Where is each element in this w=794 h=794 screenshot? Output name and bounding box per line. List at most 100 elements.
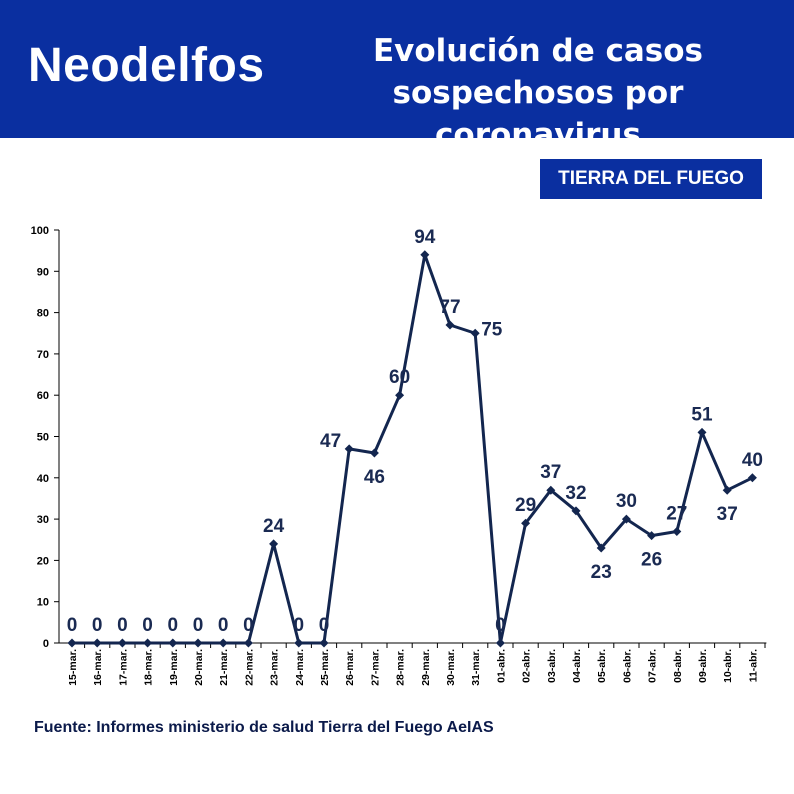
data-label: 37 xyxy=(540,462,561,483)
data-label: 40 xyxy=(742,450,763,471)
y-tick-label: 50 xyxy=(37,432,49,444)
x-axis: 15-mar. 16-mar. 17-mar. 18-mar. 19-mar. 20-ma… xyxy=(59,642,767,686)
source-note: Fuente: Informes ministerio de salud Tie… xyxy=(34,719,494,736)
data-label: 26 xyxy=(641,550,662,571)
x-tick-label: 21-mar. xyxy=(218,649,230,686)
data-point xyxy=(722,485,732,495)
brand-logo-text: Neodelfos xyxy=(28,39,265,92)
y-tick-label: 60 xyxy=(37,390,49,402)
data-point xyxy=(117,638,127,648)
data-label: 27 xyxy=(666,503,687,524)
x-tick-label: 23-mar. xyxy=(269,649,281,686)
data-label: 0 xyxy=(193,615,204,636)
data-point xyxy=(445,320,455,330)
chart-title: Evolución de casos sospechosos por coron… xyxy=(300,30,776,156)
x-tick-label: 09-abr. xyxy=(697,649,709,683)
data-point xyxy=(571,506,581,516)
data-label: 0 xyxy=(319,615,330,636)
data-point xyxy=(470,328,480,338)
data-label: 75 xyxy=(481,319,503,340)
y-tick-label: 70 xyxy=(37,349,49,361)
x-tick-label: 29-mar. xyxy=(420,649,432,686)
x-tick-label: 07-abr. xyxy=(647,649,659,683)
data-label: 23 xyxy=(591,562,612,583)
x-tick-label: 18-mar. xyxy=(143,649,155,686)
data-point xyxy=(495,638,505,648)
data-label: 0 xyxy=(117,615,128,636)
x-tick-label: 06-abr. xyxy=(621,649,633,683)
data-label: 0 xyxy=(243,615,254,636)
data-point xyxy=(218,638,228,648)
data-point xyxy=(143,638,153,648)
data-label: 29 xyxy=(515,495,536,516)
data-point xyxy=(546,485,556,495)
x-tick-label: 25-mar. xyxy=(319,649,331,686)
x-tick-label: 24-mar. xyxy=(294,649,306,686)
data-point xyxy=(369,448,379,458)
data-label: 0 xyxy=(92,615,103,636)
data-label: 0 xyxy=(67,615,78,636)
data-point xyxy=(747,473,757,483)
x-tick-label: 11-abr. xyxy=(747,649,759,682)
data-point xyxy=(193,638,203,648)
x-tick-label: 30-mar. xyxy=(445,649,457,686)
x-tick-label: 05-abr. xyxy=(596,649,608,683)
y-tick-label: 90 xyxy=(37,266,49,278)
data-point xyxy=(243,638,253,648)
data-point xyxy=(621,514,631,524)
data-label: 0 xyxy=(218,615,229,636)
data-point xyxy=(92,638,102,648)
y-tick-label: 80 xyxy=(37,308,49,320)
data-point xyxy=(420,250,430,260)
x-tick-label: 20-mar. xyxy=(193,649,205,686)
x-tick-label: 08-abr. xyxy=(672,649,684,683)
x-tick-label: 16-mar. xyxy=(92,649,104,686)
data-point xyxy=(697,427,707,437)
x-tick-label: 22-mar. xyxy=(243,649,255,686)
y-tick-label: 40 xyxy=(37,473,49,485)
y-tick-label: 0 xyxy=(43,638,49,650)
region-badge: TIERRA DEL FUEGO xyxy=(540,159,762,199)
x-tick-label: 03-abr. xyxy=(546,649,558,683)
x-tick-label: 19-mar. xyxy=(168,649,180,686)
x-tick-label: 01-abr. xyxy=(495,649,507,683)
x-tick-label: 26-mar. xyxy=(344,649,356,686)
data-point xyxy=(395,390,405,400)
data-label: 32 xyxy=(565,483,586,504)
data-label: 60 xyxy=(389,367,410,388)
data-label: 46 xyxy=(364,467,385,488)
series-casos-sospechosos xyxy=(67,250,757,648)
data-point xyxy=(344,444,354,454)
data-label: 30 xyxy=(616,491,637,512)
data-label: 47 xyxy=(320,431,341,452)
x-tick-label: 17-mar. xyxy=(117,649,129,686)
y-tick-label: 10 xyxy=(37,597,49,609)
x-tick-label: 27-mar. xyxy=(369,649,381,686)
data-point xyxy=(672,526,682,536)
x-tick-label: 04-abr. xyxy=(571,649,583,683)
data-point xyxy=(596,543,606,553)
data-label: 0 xyxy=(168,615,179,636)
data-label: 24 xyxy=(263,516,285,537)
data-point xyxy=(67,638,77,648)
data-label: 94 xyxy=(414,227,436,248)
series-line xyxy=(72,253,754,645)
data-point xyxy=(647,531,657,541)
y-tick-label: 30 xyxy=(37,514,49,526)
x-tick-label: 31-mar. xyxy=(470,649,482,686)
x-tick-label: 15-mar. xyxy=(67,649,79,686)
data-label: 0 xyxy=(142,615,153,636)
data-label: 0 xyxy=(294,615,305,636)
data-point xyxy=(168,638,178,648)
data-point xyxy=(269,539,279,549)
x-tick-label: 28-mar. xyxy=(395,649,407,686)
data-label: 0 xyxy=(495,615,506,636)
data-point xyxy=(521,518,531,528)
chart-title-line-2: sospechosos por coronavirus xyxy=(392,75,684,153)
header-banner xyxy=(0,0,794,138)
data-point xyxy=(294,638,304,648)
y-tick-label: 20 xyxy=(37,555,49,567)
x-tick-label: 10-abr. xyxy=(722,649,734,683)
